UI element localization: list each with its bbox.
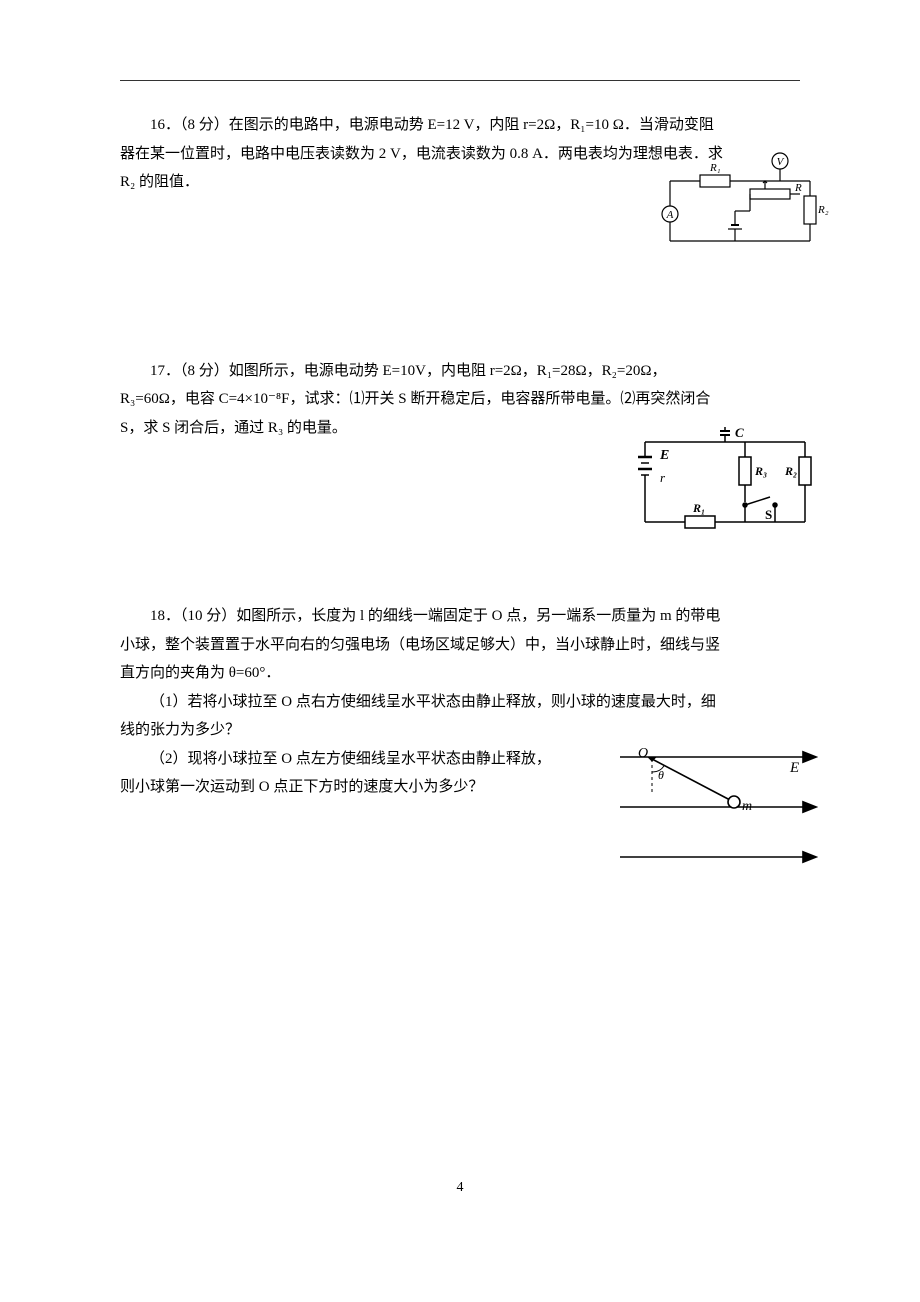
label-E: E	[659, 448, 669, 463]
page-number: 4	[0, 1175, 920, 1202]
figure-17: E r C R₁ R₂ R₃ S	[630, 427, 820, 548]
label-theta: θ	[658, 768, 664, 782]
figure-16: V A R₁ R R₂	[650, 151, 830, 272]
p17-line2: R₃=60Ω，电容 C=4×10⁻⁸F，试求：⑴开关 S 断开稳定后，电容器所带…	[120, 385, 800, 414]
circuit-16: V A R₁ R R₂	[650, 151, 830, 261]
p18-line3: 直方向的夹角为 θ=60°．	[120, 659, 800, 688]
figure-18: O θ E m	[610, 742, 830, 883]
label-r: r	[660, 470, 666, 485]
p18-line4: （1）若将小球拉至 O 点右方使细线呈水平状态由静止释放，则小球的速度最大时，细	[120, 688, 800, 717]
label-R2: R₂	[817, 204, 829, 216]
problem-18: 18．（10 分）如图所示，长度为 l 的细线一端固定于 O 点，另一端系一质量…	[120, 602, 800, 802]
problem-17: 17．（8 分）如图所示，电源电动势 E=10V，内电阻 r=2Ω，R₁=28Ω…	[120, 357, 800, 443]
page: 16．（8 分）在图示的电路中，电源电动势 E=12 V，内阻 r=2Ω，R₁=…	[0, 0, 920, 802]
p17-line1: 17．（8 分）如图所示，电源电动势 E=10V，内电阻 r=2Ω，R₁=28Ω…	[120, 357, 800, 386]
label-E-field: E	[789, 760, 799, 776]
p18-line5: 线的张力为多少？	[120, 716, 800, 745]
problem-16: 16．（8 分）在图示的电路中，电源电动势 E=12 V，内阻 r=2Ω，R₁=…	[120, 111, 800, 197]
p16-line1: 16．（8 分）在图示的电路中，电源电动势 E=12 V，内阻 r=2Ω，R₁=…	[120, 111, 800, 140]
label-R2-17: R₂	[784, 464, 797, 478]
circuit-17: E r C R₁ R₂ R₃ S	[630, 427, 820, 537]
label-C: C	[735, 427, 744, 440]
label-R1-17: R₁	[692, 501, 705, 515]
label-m: m	[742, 799, 752, 814]
label-S: S	[765, 507, 772, 522]
p18-line2: 小球，整个装置置于水平向右的匀强电场（电场区域足够大）中，当小球静止时，细线与竖	[120, 631, 800, 660]
label-R3: R₃	[754, 464, 767, 478]
label-V: V	[777, 156, 785, 168]
label-O: O	[638, 746, 648, 761]
top-rule	[120, 80, 800, 81]
p18-line1: 18．（10 分）如图所示，长度为 l 的细线一端固定于 O 点，另一端系一质量…	[120, 602, 800, 631]
diagram-18: O θ E m	[610, 742, 830, 872]
label-R: R	[794, 182, 802, 194]
label-A: A	[666, 209, 674, 221]
label-R1: R₁	[709, 162, 721, 174]
